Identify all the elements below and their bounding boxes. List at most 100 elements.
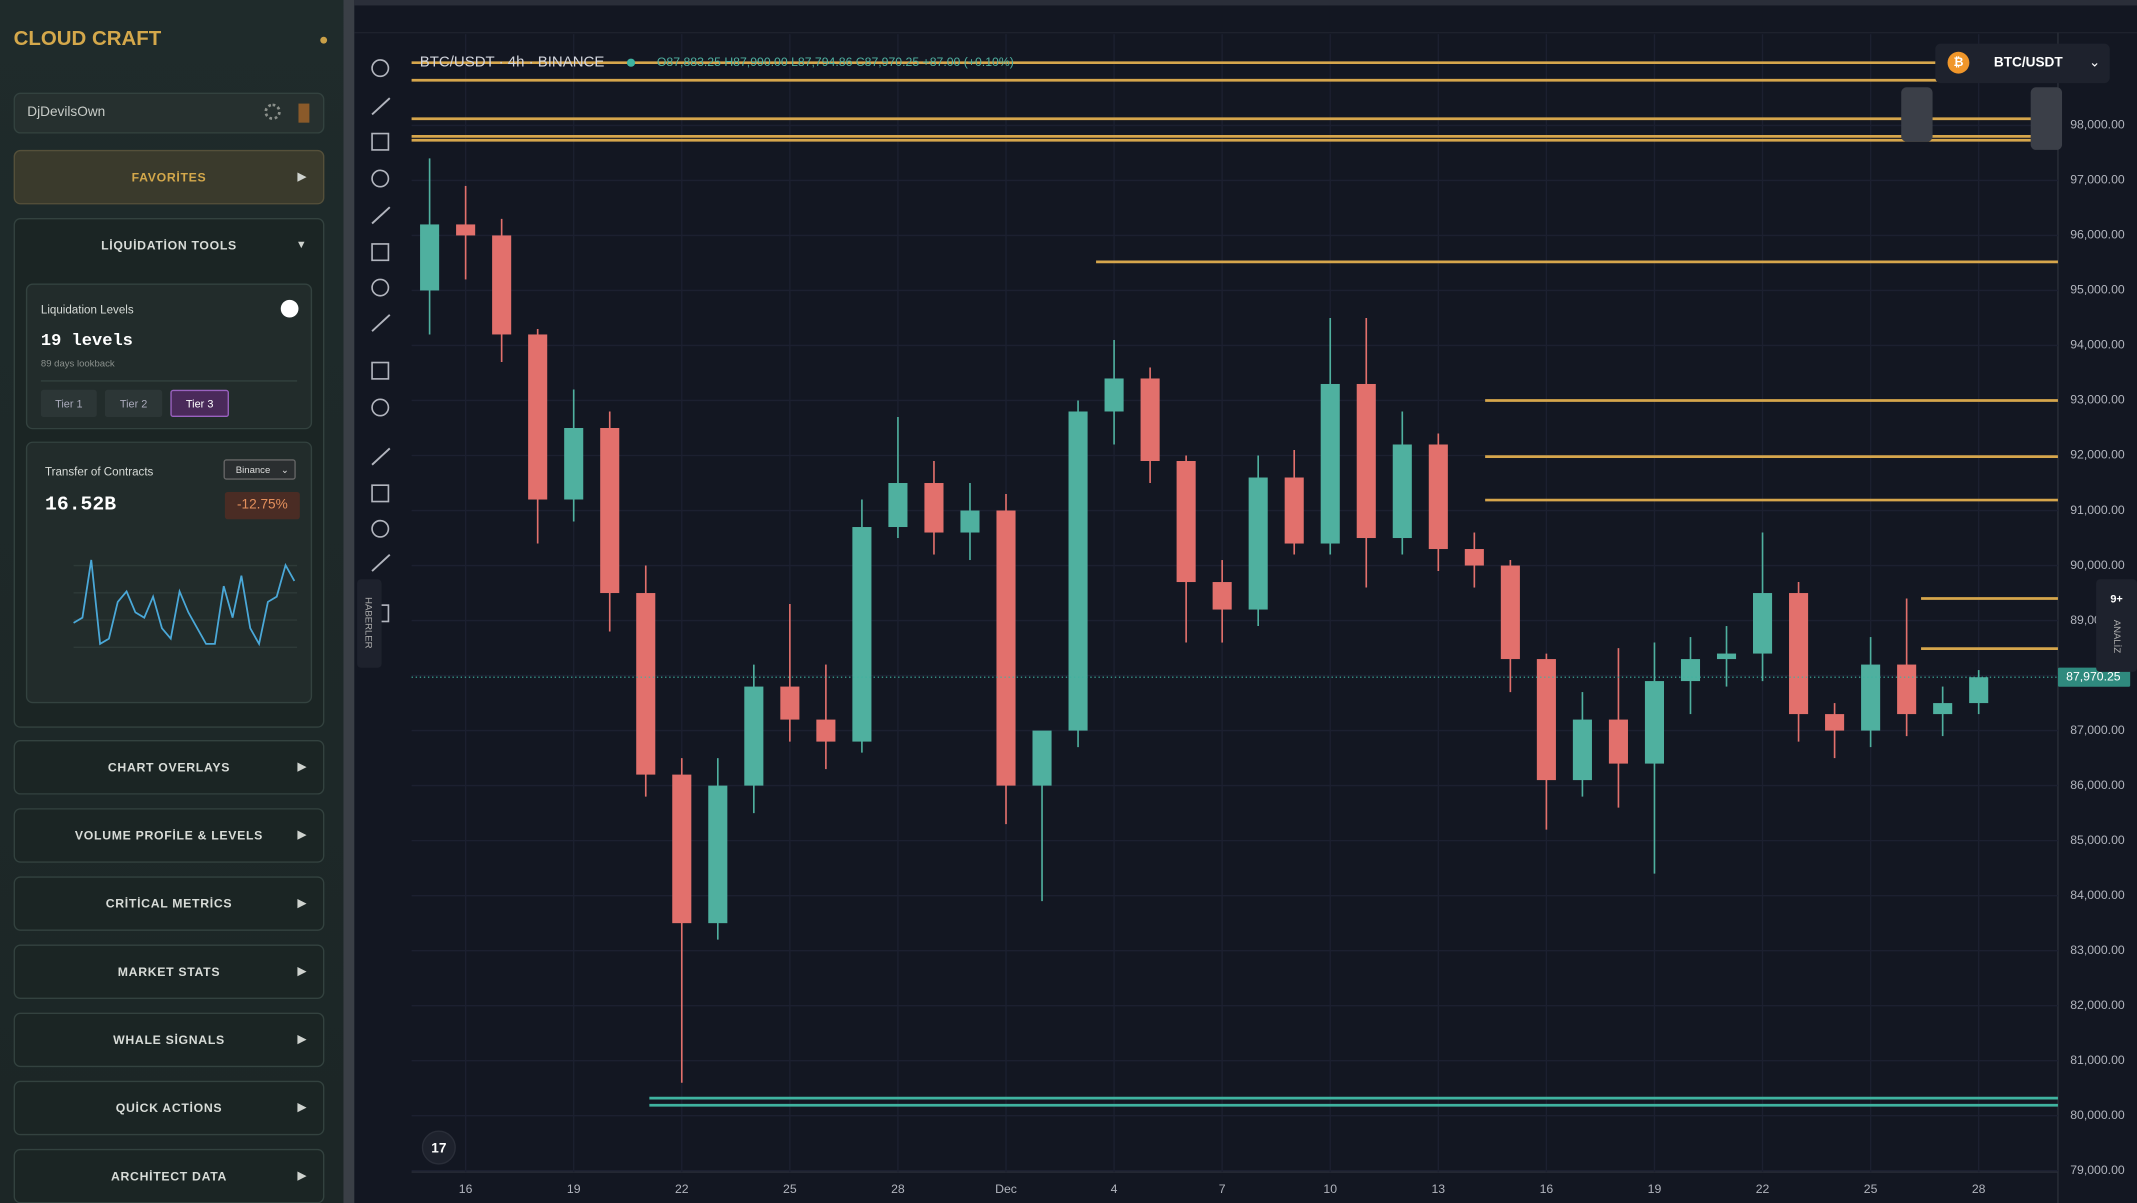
x-tick-label: 7 xyxy=(1219,1182,1226,1196)
coin-glyph: ₿ xyxy=(1953,55,1963,69)
section-button[interactable]: QUİCK ACTİONS ▶ xyxy=(13,1080,325,1136)
candle-body xyxy=(1572,719,1592,781)
toggle[interactable] xyxy=(280,299,299,318)
favorites[interactable]: FAVORİTES ▶ xyxy=(13,149,325,205)
y-tick-label: 87,000.00 xyxy=(2070,723,2125,737)
symbol-button[interactable] xyxy=(1935,43,2110,84)
liq-lookback: 89 days lookback xyxy=(40,359,115,370)
candle-body xyxy=(1248,477,1268,610)
favorites-label: FAVORİTES xyxy=(131,170,207,184)
arrow: ▶ xyxy=(297,170,307,183)
section-button[interactable]: VOLUME PROFİLE & LEVELS ▶ xyxy=(13,808,325,863)
section-button[interactable]: MARKET STATS ▶ xyxy=(13,944,325,999)
toc-value: 16.52B xyxy=(44,494,117,517)
candle-body xyxy=(528,334,548,500)
scroll-widget[interactable] xyxy=(1901,87,1933,142)
y-tick-label: 82,000.00 xyxy=(2070,998,2125,1012)
y-tick-label: 79,000.00 xyxy=(2070,1163,2125,1177)
section-button[interactable]: WHALE SİGNALS ▶ xyxy=(13,1012,325,1068)
tool-icon[interactable] xyxy=(371,361,390,380)
section-button[interactable]: CHART OVERLAYS ▶ xyxy=(13,740,325,795)
x-tick-label: 25 xyxy=(783,1182,797,1196)
section-button[interactable]: ARCHİTECT DATA ▶ xyxy=(13,1148,325,1203)
candle-body xyxy=(816,719,836,742)
arrow: ▶ xyxy=(297,1101,307,1114)
logout-icon[interactable] xyxy=(298,103,310,123)
status-dot xyxy=(626,58,636,67)
exchange-label: Binance xyxy=(235,466,271,476)
tool-icon[interactable] xyxy=(371,169,390,188)
liq-header[interactable]: LİQUİDATİON TOOLS xyxy=(15,239,323,253)
x-tick-label: 28 xyxy=(1972,1182,1986,1196)
user-box[interactable]: DjDevilsOwn xyxy=(13,92,325,134)
tool-icon[interactable] xyxy=(371,314,391,332)
liquidation-panel: LİQUİDATİON TOOLS ▼ Liquidation Levels 1… xyxy=(13,218,325,728)
status-dot xyxy=(320,36,328,44)
tool-icon[interactable] xyxy=(371,398,390,417)
candle-body xyxy=(1140,378,1160,462)
tier-button[interactable]: Tier 3 xyxy=(170,389,229,418)
y-tick-label: 98,000.00 xyxy=(2070,118,2125,132)
section-label: CHART OVERLAYS xyxy=(107,760,231,775)
arrow: ▶ xyxy=(297,964,307,978)
y-tick-label: 92,000.00 xyxy=(2070,448,2125,462)
candle-body xyxy=(780,686,800,720)
tool-icon[interactable] xyxy=(371,132,390,151)
tool-icon[interactable] xyxy=(371,59,390,78)
scroll-widget[interactable] xyxy=(2030,87,2063,150)
news-tab[interactable] xyxy=(357,579,382,668)
y-tick-label: 97,000.00 xyxy=(2070,173,2125,187)
candle-body xyxy=(852,527,872,742)
candle-body xyxy=(1068,411,1088,731)
arrow: ▶ xyxy=(297,828,307,841)
candle-body xyxy=(1716,653,1737,660)
candle-body xyxy=(1032,730,1052,786)
tier-button[interactable]: Tier 2 xyxy=(104,389,163,418)
arrow: ▼ xyxy=(295,238,307,251)
candle-body xyxy=(564,427,584,500)
badge: 9+ xyxy=(2110,594,2122,606)
tool-icon[interactable] xyxy=(371,484,390,503)
candle-body xyxy=(1284,477,1304,544)
candle-body xyxy=(1500,565,1520,660)
analysis-tab[interactable] xyxy=(2096,579,2137,672)
liq-title: Liquidation Levels xyxy=(40,302,134,317)
tool-icon[interactable] xyxy=(371,519,390,538)
analysis-label: ANALİZ xyxy=(2111,620,2122,654)
settings-icon[interactable] xyxy=(264,103,281,120)
tool-icon[interactable] xyxy=(371,243,390,262)
candle-body xyxy=(456,224,476,236)
tool-icon[interactable] xyxy=(371,206,391,225)
tool-icon[interactable] xyxy=(371,447,391,466)
y-tick-label: 85,000.00 xyxy=(2070,833,2125,847)
candle-body xyxy=(1428,444,1448,550)
coin-icon xyxy=(1947,51,1970,74)
ohlc-text: O87,883.25 H87,990.00 L87,794.86 C87,970… xyxy=(657,55,1014,69)
tool-icon[interactable] xyxy=(371,278,390,297)
section-label: WHALE SİGNALS xyxy=(113,1033,225,1047)
arrow: ▶ xyxy=(297,1033,307,1046)
candle-body xyxy=(1212,582,1232,610)
tool-icon[interactable] xyxy=(371,553,391,572)
arrow: ▶ xyxy=(297,760,307,773)
section-label: CRİTİCAL METRİCS xyxy=(105,896,233,911)
tv-logo[interactable] xyxy=(421,1130,456,1165)
candle-body xyxy=(1969,677,1989,704)
tier-button[interactable]: Tier 1 xyxy=(40,389,97,418)
candle-body xyxy=(1789,593,1809,715)
section-button[interactable]: CRİTİCAL METRİCS ▶ xyxy=(13,876,325,931)
toc-title: Transfer of Contracts xyxy=(44,464,154,479)
exchange-select[interactable]: Binance ⌄ xyxy=(223,459,296,480)
candle-body xyxy=(636,593,656,775)
sidebar: CLOUD CRAFT DjDevilsOwn FAVORİTES ▶ LİQUİ… xyxy=(0,0,344,1203)
tool-icon[interactable] xyxy=(371,97,391,116)
x-tick-label: 22 xyxy=(1756,1182,1770,1196)
news-label: HABERLER xyxy=(362,597,373,648)
liq-count: 19 levels xyxy=(40,331,133,351)
y-tick-label: 84,000.00 xyxy=(2070,888,2125,902)
candle-body xyxy=(1104,378,1124,412)
candle-body xyxy=(1608,719,1628,764)
x-tick-label: 16 xyxy=(1540,1182,1554,1196)
candle-body xyxy=(1825,714,1845,731)
